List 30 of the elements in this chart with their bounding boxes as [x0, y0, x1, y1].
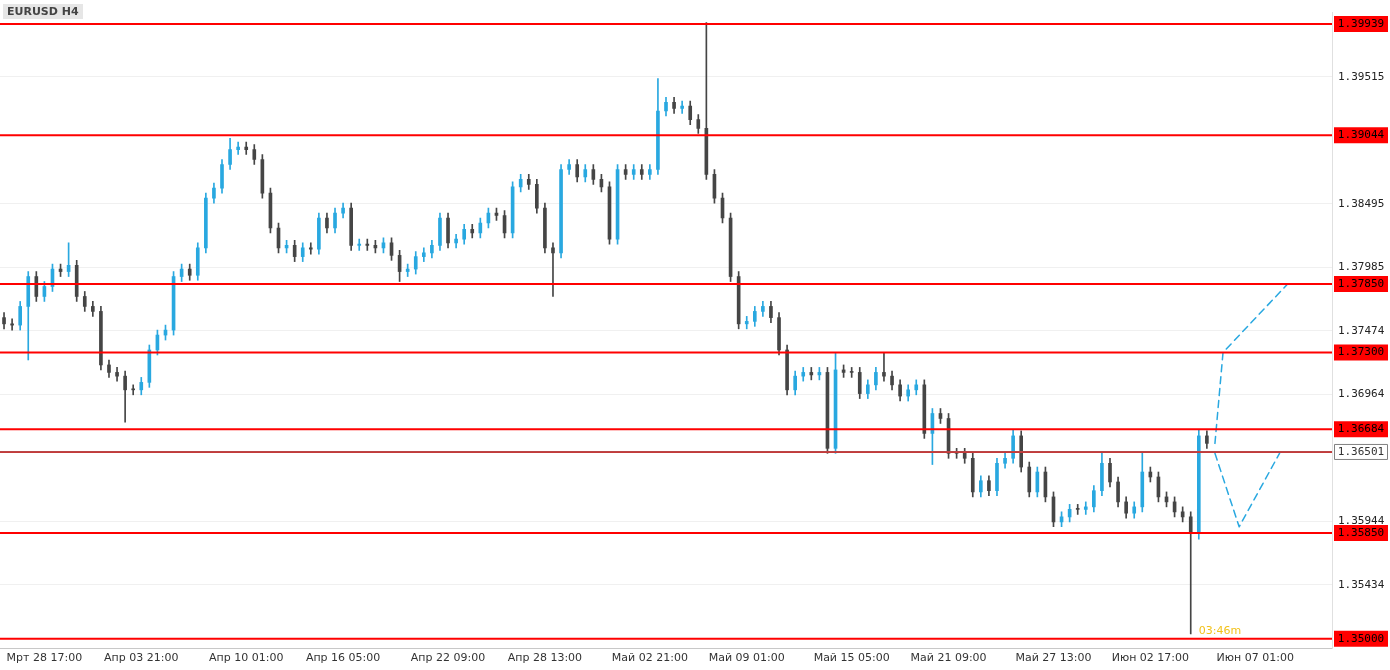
ref-line-label: 1.37300: [1337, 345, 1385, 359]
y-tick-label: 1.38495: [1338, 196, 1385, 210]
x-tick-label: Апр 28 13:00: [507, 651, 583, 665]
ref-line-label: 1.36501: [1337, 444, 1385, 458]
x-tick-label: Апр 22 09:00: [410, 651, 486, 665]
ref-line-label: 1.37850: [1337, 276, 1385, 290]
y-tick-label: 1.39515: [1338, 69, 1385, 83]
x-tick-label: Мрт 28 17:00: [6, 651, 83, 665]
y-tick-label: 1.37474: [1338, 323, 1385, 337]
ref-line-label: 1.35850: [1337, 525, 1385, 539]
y-tick-label: 1.35944: [1338, 514, 1385, 528]
x-tick-label: Май 15 05:00: [813, 651, 890, 665]
ref-line-label: 1.39939: [1337, 16, 1385, 30]
x-tick-label: Май 21 09:00: [910, 651, 987, 665]
x-tick-label: Апр 03 21:00: [104, 651, 179, 665]
y-tick-label: 1.35434: [1338, 577, 1385, 591]
x-tick-label: Апр 10 01:00: [209, 651, 284, 665]
x-tick-label: Апр 16 05:00: [305, 651, 381, 665]
annotation: 03:46m: [1198, 624, 1242, 638]
x-tick-label: Июн 02 17:00: [1111, 651, 1190, 665]
x-tick-label: Июн 07 01:00: [1216, 651, 1294, 665]
x-tick-label: Май 09 01:00: [708, 651, 785, 665]
x-tick-label: Май 02 21:00: [611, 651, 688, 665]
y-tick-label: 1.36964: [1338, 387, 1385, 401]
x-tick-label: Май 27 13:00: [1015, 651, 1092, 665]
y-tick-label: 1.37985: [1338, 260, 1385, 274]
chart-title: EURUSD H4: [3, 4, 83, 19]
ref-line-label: 1.35000: [1337, 631, 1385, 645]
ref-line-label: 1.36684: [1337, 422, 1385, 436]
ref-line-label: 1.39044: [1337, 128, 1385, 142]
